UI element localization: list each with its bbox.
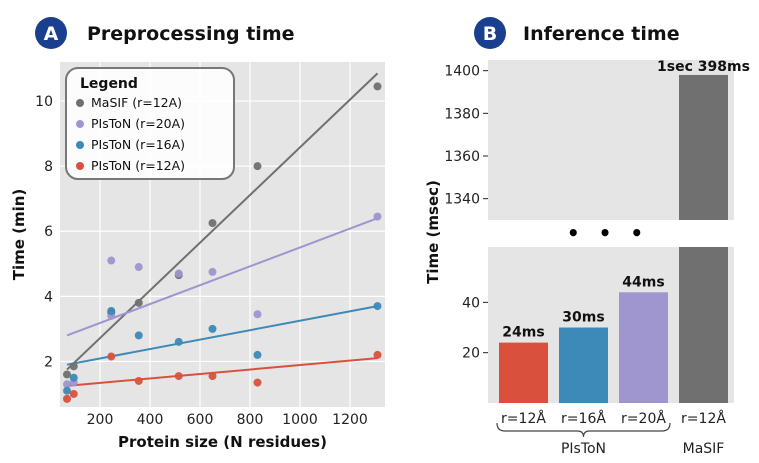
data-point [373,212,382,221]
y-tick-label: 1360 [444,149,480,165]
y-axis-label: Time (msec) [424,180,442,284]
x-tick-label: r=20Å [621,410,666,427]
data-point [253,310,262,319]
legend-marker [76,99,84,107]
data-point [134,298,143,307]
legend-marker [76,120,84,128]
x-tick-label: 600 [187,412,214,428]
y-tick-label: 6 [44,224,53,240]
panel-b-badge-letter: B [483,23,497,45]
data-point [253,162,262,171]
y-tick-label: 10 [35,94,53,110]
x-tick-label: r=12Å [681,410,726,427]
data-point [134,331,143,340]
group-label: PIsToN [561,441,606,457]
data-point [174,337,183,346]
data-point [253,378,262,387]
y-tick-label: 20 [462,346,480,362]
data-point [208,372,217,381]
data-point [107,256,116,265]
inference-time-chart: 1340 1360 1380 1400 20 40 24ms r=12Å 30ms r=16Å 44… [424,59,750,457]
trend-line [66,305,378,366]
panel-b-badge [474,17,506,49]
bar [559,327,608,403]
group-brace [496,422,671,438]
panel-a-header: A Preprocessing time [35,17,295,49]
y-tick-label: 1380 [444,106,480,122]
legend-marker [76,141,84,149]
data-point [373,82,382,91]
panel-b-title: Inference time [523,23,680,45]
y-tick-label: 8 [44,159,53,175]
x-tick-label: 200 [87,412,114,428]
x-tick-label: 400 [137,412,164,428]
bar-upper-segment [679,74,728,220]
preprocessing-time-chart: 200 400 600 800 1000 1200 2 4 6 8 10 Protein size (… [10,62,385,451]
data-point [174,269,183,278]
data-point [208,324,217,333]
bar-value-label: 24ms [502,325,544,341]
bar-value-label: 1sec 398ms [657,59,750,75]
data-point [63,386,71,395]
panel-b-header: B Inference time [474,17,680,49]
data-point [107,306,116,315]
bar [619,292,668,403]
bar-value-label: 30ms [562,310,604,326]
trend-line [66,72,379,371]
data-point [174,372,183,381]
y-axis-label: Time (min) [10,189,28,281]
y-tick-label: 4 [44,289,53,305]
data-point [134,376,143,385]
legend-marker [76,162,84,170]
x-tick-label: 1000 [282,412,318,428]
axis-break-marker: • • • [567,221,649,245]
x-axis-label: Protein size (N residues) [118,433,327,451]
trend-line [66,217,378,337]
data-point [69,362,78,371]
data-point [69,373,78,382]
x-tick-label: r=16Å [561,410,606,427]
data-point [63,370,71,379]
panel-a-title: Preprocessing time [87,23,295,45]
group-label: MaSIF [683,441,725,457]
legend-entry: PIsToN (r=20A) [91,116,185,131]
data-point [63,394,71,403]
x-tick-label: r=12Å [501,410,546,427]
data-point [253,350,262,359]
y-tick-label: 1400 [444,64,480,80]
data-point [373,350,382,359]
x-tick-label: 1200 [332,412,368,428]
y-tick-label: 2 [44,354,53,370]
x-tick-label: 800 [237,412,264,428]
legend-entry: PIsToN (r=16A) [91,137,185,152]
y-tick-label: 1340 [444,192,480,208]
bar-value-label: 44ms [622,274,664,290]
panel-a-badge [35,17,67,49]
data-point [69,389,78,398]
trend-line [66,357,378,387]
legend: Legend MaSIF (r=12A) PIsToN (r=20A) PIsToN … [65,67,235,180]
legend-box [65,67,235,180]
bar [499,342,548,403]
legend-entry: MaSIF (r=12A) [91,95,182,110]
y-tick-label: 40 [462,295,480,311]
data-point [134,263,143,272]
data-point [373,302,382,311]
data-point [208,267,217,276]
legend-entry: PIsToN (r=12A) [91,158,185,173]
data-point [107,352,116,361]
data-point [63,380,71,389]
data-point [208,219,217,228]
bar-lower-segment [679,247,728,403]
panel-a-badge-letter: A [44,23,59,45]
legend-title: Legend [80,76,138,92]
